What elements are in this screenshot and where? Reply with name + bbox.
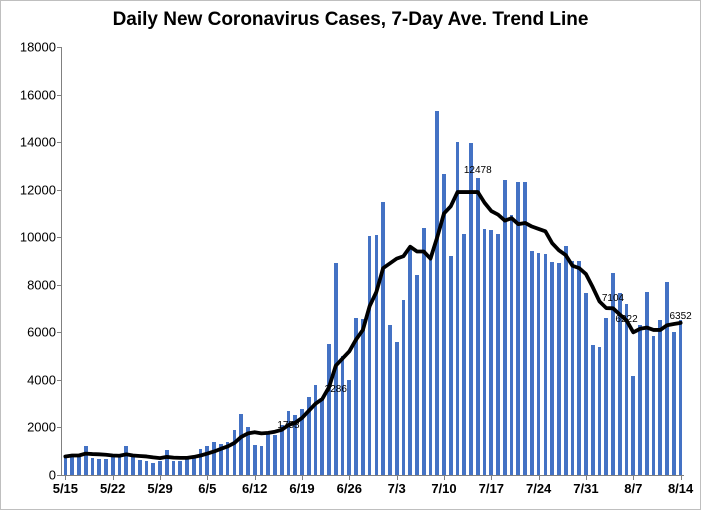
x-tick-label: 7/17 bbox=[479, 475, 504, 496]
x-tick-label: 8/7 bbox=[624, 475, 642, 496]
y-tick-label: 8000 bbox=[27, 277, 62, 292]
x-tick-label: 5/15 bbox=[53, 475, 78, 496]
x-tick-label: 5/29 bbox=[147, 475, 172, 496]
x-tick-label: 7/24 bbox=[526, 475, 551, 496]
y-tick-label: 2000 bbox=[27, 420, 62, 435]
x-tick-label: 6/26 bbox=[337, 475, 362, 496]
x-tick-label: 7/3 bbox=[388, 475, 406, 496]
x-tick-label: 5/22 bbox=[100, 475, 125, 496]
y-tick-label: 10000 bbox=[20, 230, 62, 245]
data-label: 12478 bbox=[464, 165, 492, 176]
data-label: 6352 bbox=[669, 311, 691, 322]
x-tick-label: 6/12 bbox=[242, 475, 267, 496]
x-tick-label: 7/10 bbox=[431, 475, 456, 496]
x-tick-label: 8/14 bbox=[668, 475, 693, 496]
trend-line bbox=[62, 47, 684, 475]
y-tick-label: 16000 bbox=[20, 87, 62, 102]
trend-path bbox=[65, 192, 680, 458]
data-label: 6222 bbox=[615, 314, 637, 325]
data-label: 3286 bbox=[325, 384, 347, 395]
y-tick-label: 14000 bbox=[20, 135, 62, 150]
y-tick-label: 4000 bbox=[27, 372, 62, 387]
chart-container: Daily New Coronavirus Cases, 7-Day Ave. … bbox=[0, 0, 701, 510]
x-tick-label: 7/31 bbox=[573, 475, 598, 496]
data-label: 1758 bbox=[277, 420, 299, 431]
y-tick-label: 18000 bbox=[20, 40, 62, 55]
x-tick-label: 6/19 bbox=[289, 475, 314, 496]
y-tick-label: 12000 bbox=[20, 182, 62, 197]
x-tick-label: 6/5 bbox=[198, 475, 216, 496]
chart-title: Daily New Coronavirus Cases, 7-Day Ave. … bbox=[1, 9, 700, 31]
data-label: 7104 bbox=[602, 293, 624, 304]
plot-area: 0200040006000800010000120001400016000180… bbox=[61, 47, 684, 476]
y-tick-label: 6000 bbox=[27, 325, 62, 340]
